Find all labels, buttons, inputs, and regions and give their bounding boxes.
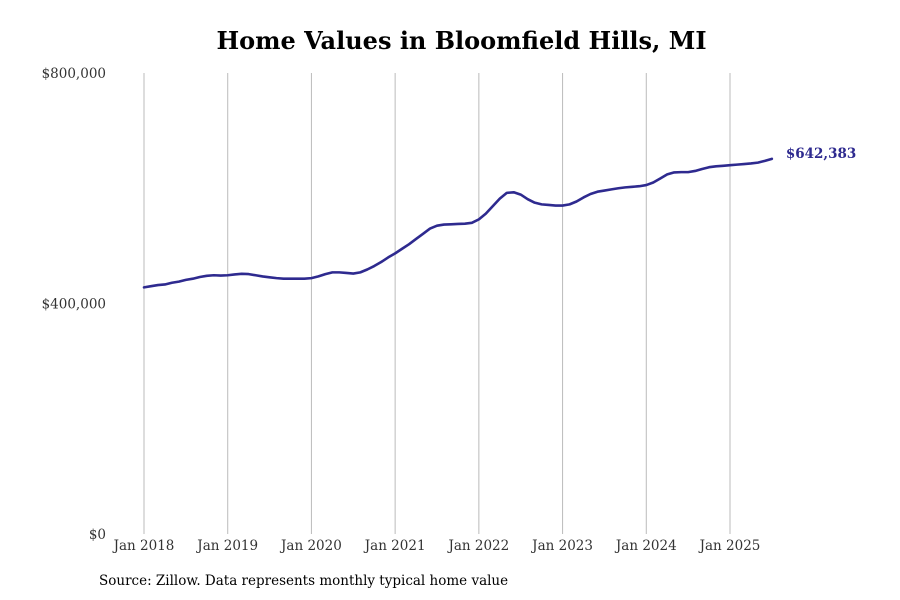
- y-tick-label: $400,000: [42, 297, 106, 313]
- x-tick-label: Jan 2020: [279, 538, 342, 554]
- x-tick-label: Jan 2025: [698, 538, 761, 554]
- source-note: Source: Zillow. Data represents monthly …: [99, 573, 509, 589]
- x-tick-label: Jan 2018: [112, 538, 175, 554]
- x-axis-tick-labels: Jan 2018 Jan 2019 Jan 2020 Jan 2021 Jan 2022…: [112, 538, 761, 554]
- home-value-series-line: [142, 157, 774, 289]
- y-tick-label: $800,000: [42, 66, 106, 82]
- y-axis-tick-labels: $0 $400,000 $800,000: [42, 66, 106, 543]
- latest-value-label: $642,383: [786, 146, 856, 162]
- x-tick-label: Jan 2021: [363, 538, 426, 554]
- chart-title: Home Values in Bloomfield Hills, MI: [216, 26, 707, 55]
- vertical-gridlines: [143, 73, 731, 534]
- x-tick-label: Jan 2022: [446, 538, 509, 554]
- x-tick-label: Jan 2019: [195, 538, 258, 554]
- x-tick-label: Jan 2023: [530, 538, 593, 554]
- x-tick-label: Jan 2024: [614, 538, 677, 554]
- y-tick-label: $0: [89, 527, 106, 543]
